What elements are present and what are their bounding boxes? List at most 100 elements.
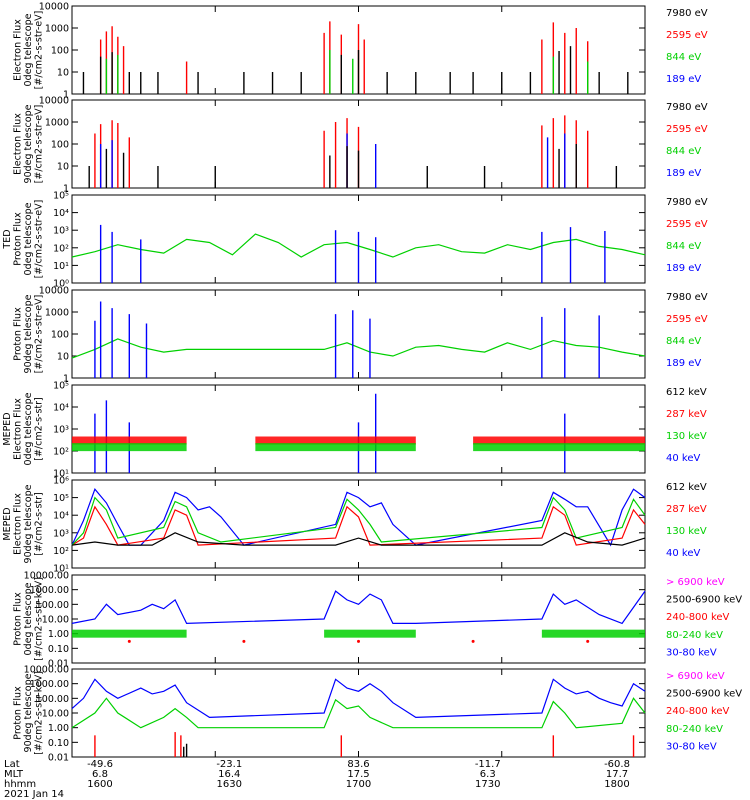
legend-entry: 130 keV: [666, 526, 707, 537]
legend-entry: 844 eV: [666, 336, 701, 347]
data-band: [255, 436, 416, 445]
y-tick-label: 0.10: [48, 738, 69, 749]
y-tick-label: 10.00: [42, 615, 69, 626]
y-tick-label: 1000: [45, 118, 69, 129]
panel-8: 10000.00 1000.00 100.00 10.00 1.00 0.10 0.01 Pr…: [13, 665, 743, 764]
y-tick-label: 0.01: [48, 753, 69, 764]
y-axis-label: Proton Flux: [13, 212, 24, 266]
y-tick-label: 1.00: [48, 723, 69, 734]
series-line: [71, 697, 646, 729]
legend-entry: 189 eV: [666, 358, 701, 369]
series-40-kev: [94, 393, 566, 473]
series-287-kev: [71, 505, 646, 546]
legend-entry: 40 keV: [666, 548, 700, 559]
footer-mlt: 17.5: [347, 769, 369, 780]
y-tick-label: 10000: [39, 286, 69, 297]
y-tick-label: 100.00: [36, 600, 69, 611]
y-axis-label: [#/cm2-s-str-eV]: [34, 295, 45, 374]
y-tick-label: 1000.00: [30, 679, 69, 690]
panel-7: 10000.00 1000.00 100.00 10.00 1.00 0.10 0.01 Pr…: [13, 571, 743, 670]
y-tick-label: 1000.00: [30, 585, 69, 596]
data-band: [473, 436, 645, 445]
footer-mlt: 6.8: [92, 769, 108, 780]
y-axis-label: 0deg telescope: [23, 202, 34, 275]
y-tick-label: 1: [63, 374, 69, 385]
plot-frame: [71, 289, 646, 379]
y-tick-label: 10.00: [42, 709, 69, 720]
y-tick-label: 10⁵: [53, 493, 69, 504]
data-point: [242, 639, 246, 643]
footer-hhmm: 1800: [604, 779, 629, 790]
y-tick-label: 100.00: [36, 694, 69, 705]
legend-entry: 130 keV: [666, 431, 707, 442]
data-band: [473, 443, 645, 452]
legend-entry: 7980 eV: [666, 197, 708, 208]
legend-entry: 240-800 keV: [666, 612, 730, 623]
y-axis-label: [#/cm2-s-str-keV]: [34, 671, 45, 755]
y-tick-label: 10²: [53, 243, 69, 254]
y-axis-label: 0deg telescope: [23, 392, 34, 465]
legend-entry: 844 eV: [666, 146, 701, 157]
legend-entry: 40 keV: [666, 453, 700, 464]
footer-mlt: 17.7: [606, 769, 628, 780]
legend-entry: 844 eV: [666, 241, 701, 252]
y-tick-label: 10³: [53, 226, 69, 237]
y-axis-label: 90deg telescope: [23, 484, 34, 563]
series-line: [71, 505, 646, 546]
y-tick-label: 10¹: [53, 564, 69, 575]
y-axis-label: 90deg telescope: [23, 673, 34, 752]
series-287-kev: [72, 436, 645, 445]
y-tick-label: 1000: [45, 24, 69, 35]
y-axis-label: Proton Flux: [13, 686, 24, 740]
legend-entry: 287 keV: [666, 504, 707, 515]
plot-frame: [71, 479, 646, 569]
legend-entry: 2595 eV: [666, 219, 708, 230]
y-axis-label: Electron Flux: [13, 398, 24, 460]
y-axis-label: Proton Flux: [13, 307, 24, 361]
y-axis-label: MEPED: [2, 412, 13, 445]
footer-mlt: 6.3: [480, 769, 496, 780]
y-tick-label: 1: [63, 184, 69, 195]
series-844-ev: [105, 50, 589, 94]
legend-entry: 30-80 keV: [666, 741, 717, 752]
y-axis-label: TED: [2, 229, 13, 249]
footer-hhmm: 1730: [475, 779, 500, 790]
legend-entry: 2595 eV: [666, 124, 708, 135]
series-189-ev: [99, 224, 606, 283]
legend-entry: > 6900 keV: [666, 671, 725, 682]
y-axis-label: Proton Flux: [13, 592, 24, 646]
series-line: [71, 496, 646, 546]
series-2595-ev: [99, 21, 589, 94]
series-7980-ev: [88, 144, 618, 188]
y-tick-label: 0.10: [48, 644, 69, 655]
legend-entry: 240-800 keV: [666, 706, 730, 717]
data-point: [127, 639, 131, 643]
y-tick-label: 10⁴: [53, 208, 69, 219]
y-tick-label: 100: [51, 330, 69, 341]
series-612-kev: [71, 532, 646, 546]
series-40-kev: [71, 488, 646, 547]
legend-entry: 80-240 keV: [666, 630, 723, 641]
y-axis-label: [#/cm2-s-str-eV]: [34, 11, 45, 90]
series-30-80-kev: [71, 678, 646, 719]
data-point: [357, 639, 360, 643]
legend-entry: 189 eV: [666, 74, 701, 85]
data-band: [72, 436, 187, 445]
series-30-80-kev: [71, 590, 646, 625]
legend-entry: 7980 eV: [666, 292, 708, 303]
footer-lat: 83.6: [347, 759, 369, 770]
data-band: [72, 629, 187, 638]
legend-entry: 612 keV: [666, 387, 707, 398]
y-axis-label: [#/cm2-s-str-eV]: [34, 200, 45, 279]
y-tick-label: 10000.00: [24, 665, 69, 676]
footer-hhmm: 1700: [346, 779, 371, 790]
series-2595-ev: [94, 115, 589, 188]
footer-row-label: MLT: [4, 769, 24, 780]
legend-entry: 287 keV: [666, 409, 707, 420]
y-axis-label: [#/cm2-s-str-keV]: [34, 577, 45, 661]
plot-frame: [71, 668, 646, 758]
y-tick-label: 1.00: [48, 629, 69, 640]
panel-4: 10000 1000 100 10 1 Proton Flux 90deg telescop…: [13, 286, 708, 385]
series-80-240-kev: [72, 629, 645, 638]
